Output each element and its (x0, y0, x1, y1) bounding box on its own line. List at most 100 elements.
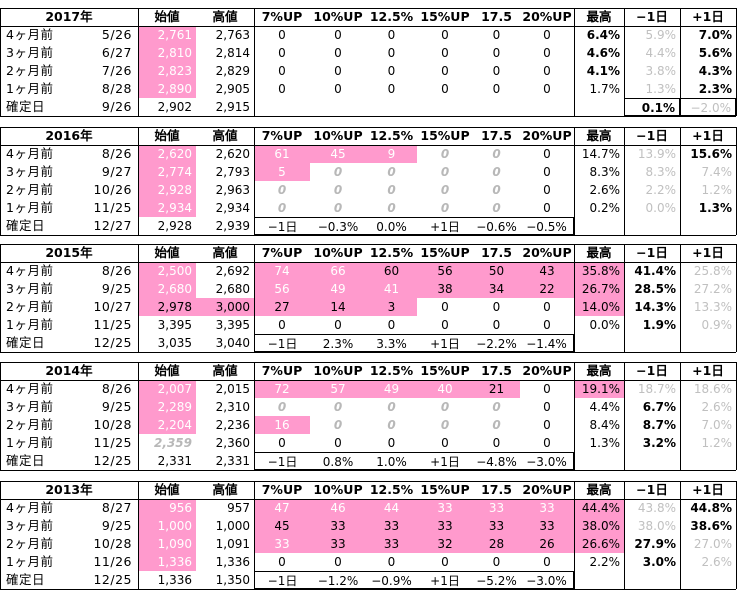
table-cell[interactable]: 0 (492, 147, 501, 161)
table-cell[interactable]: 0 (441, 82, 449, 96)
table-cell[interactable]: 0 (277, 400, 287, 414)
table-cell[interactable]: 0 (387, 82, 396, 96)
table-cell[interactable]: 2,310 (215, 400, 250, 414)
table-cell[interactable] (624, 452, 680, 470)
column-header[interactable]: −1日 (636, 363, 668, 378)
column-header[interactable]: +1日 (692, 128, 724, 143)
table-cell[interactable] (310, 98, 366, 116)
column-header[interactable]: 17.5 (481, 363, 512, 378)
table-cell[interactable]: 28 (473, 535, 520, 553)
column-header[interactable]: 高値 (212, 9, 238, 24)
table-cell[interactable]: 0 (492, 28, 501, 42)
table-cell[interactable]: 7.0% (701, 418, 733, 432)
table-cell[interactable]: 0.2% (589, 201, 621, 215)
row-label[interactable]: 確定日 12/25 (0, 452, 138, 470)
row-label[interactable]: 3ヶ月前 9/27 (0, 163, 138, 181)
table-cell[interactable]: 43 (520, 262, 574, 280)
column-header[interactable]: 10%UP (313, 245, 363, 260)
table-cell[interactable]: 0 (387, 400, 396, 414)
table-cell[interactable]: 0 (440, 165, 450, 179)
table-cell[interactable]: 0 (387, 555, 396, 569)
table-cell[interactable]: −1.2% (310, 571, 366, 589)
table-cell[interactable]: 26 (520, 535, 574, 553)
table-cell[interactable]: −1日 (254, 217, 310, 235)
table-cell[interactable]: 0 (543, 183, 551, 197)
column-header[interactable]: +1日 (692, 363, 724, 378)
table-cell[interactable]: 0 (333, 183, 343, 197)
year-label[interactable]: 2016年 (45, 128, 93, 143)
table-cell[interactable]: 0 (543, 418, 551, 432)
table-cell[interactable]: 0 (492, 64, 501, 78)
column-header[interactable]: 15%UP (420, 482, 470, 497)
table-cell[interactable]: 0 (387, 46, 396, 60)
table-cell[interactable]: 0 (543, 555, 551, 569)
table-cell[interactable]: 2,928 (157, 219, 192, 233)
table-cell[interactable]: 1,000 (215, 519, 250, 533)
table-cell[interactable]: 2,905 (215, 82, 250, 96)
table-cell[interactable]: 0 (441, 28, 449, 42)
table-cell[interactable]: 7.0% (698, 28, 732, 42)
table-cell[interactable]: 2,763 (215, 28, 250, 42)
table-cell[interactable]: 27 (254, 298, 310, 316)
table-cell[interactable]: 0 (334, 64, 342, 78)
table-cell[interactable]: 2,823 (138, 62, 196, 80)
table-cell[interactable]: −1日 (254, 334, 310, 352)
table-cell[interactable]: 0.0% (645, 201, 677, 215)
column-header[interactable]: 12.5% (369, 128, 414, 143)
column-header[interactable]: 12.5% (369, 363, 414, 378)
table-cell[interactable]: 0 (387, 436, 396, 450)
table-cell[interactable] (574, 98, 624, 116)
table-cell[interactable]: −4.8% (473, 452, 520, 470)
table-cell[interactable]: 0 (441, 436, 449, 450)
table-cell[interactable]: 0 (492, 318, 501, 332)
row-label[interactable]: 2ヶ月前 10/27 (0, 298, 138, 316)
table-cell[interactable]: 3,395 (157, 318, 192, 332)
table-cell[interactable]: 2,934 (138, 199, 196, 217)
column-header[interactable]: 10%UP (313, 363, 363, 378)
table-cell[interactable]: 2,978 (138, 298, 196, 316)
table-cell[interactable]: 0 (387, 201, 396, 215)
table-cell[interactable]: 2,890 (138, 80, 196, 98)
table-cell[interactable]: 2,500 (138, 262, 196, 280)
table-cell[interactable] (254, 98, 310, 116)
table-cell[interactable]: 27.2% (693, 282, 732, 296)
table-cell[interactable]: 2.2% (589, 555, 621, 569)
row-label[interactable]: 4ヶ月前 8/26 (0, 380, 138, 398)
table-cell[interactable]: 33 (520, 499, 574, 517)
table-cell[interactable]: 56 (254, 280, 310, 298)
table-cell[interactable]: +1日 (417, 571, 473, 589)
table-cell[interactable]: 5.6% (698, 46, 732, 60)
table-cell[interactable]: 50 (473, 262, 520, 280)
table-cell[interactable]: 2,774 (138, 163, 196, 181)
table-cell[interactable]: 46 (310, 499, 366, 517)
table-cell[interactable] (574, 217, 624, 235)
table-cell[interactable]: 3,000 (196, 298, 254, 316)
table-cell[interactable]: 2,331 (157, 454, 192, 468)
table-cell[interactable]: 34 (473, 280, 520, 298)
table-cell[interactable]: 45 (254, 517, 310, 535)
table-cell[interactable]: 2.3% (310, 334, 366, 352)
table-cell[interactable]: 5 (254, 163, 310, 181)
table-cell[interactable]: 2,915 (215, 100, 250, 114)
table-cell[interactable]: 2.6% (701, 400, 733, 414)
table-cell[interactable]: 2,007 (138, 380, 196, 398)
column-header[interactable]: 7%UP (261, 245, 303, 260)
table-cell[interactable] (417, 98, 473, 116)
table-cell[interactable]: 0.8% (310, 452, 366, 470)
table-cell[interactable]: 1.9% (642, 318, 676, 332)
column-header[interactable]: 始値 (154, 363, 180, 378)
row-label[interactable]: 3ヶ月前 9/25 (0, 517, 138, 535)
table-cell[interactable]: 8.3% (589, 165, 621, 179)
table-cell[interactable]: 0 (492, 46, 501, 60)
table-cell[interactable]: 74 (254, 262, 310, 280)
table-cell[interactable]: 0.0% (366, 217, 417, 235)
table-cell[interactable]: 0 (387, 28, 396, 42)
table-cell[interactable]: −0.3% (310, 217, 366, 235)
row-label[interactable]: 1ヶ月前 11/25 (0, 199, 138, 217)
table-cell[interactable] (680, 452, 736, 470)
table-cell[interactable]: 15.6% (690, 147, 732, 161)
table-cell[interactable]: 0 (492, 555, 501, 569)
table-cell[interactable]: 1.0% (366, 452, 417, 470)
table-cell[interactable]: 8.7% (642, 418, 676, 432)
table-cell[interactable] (473, 98, 520, 116)
